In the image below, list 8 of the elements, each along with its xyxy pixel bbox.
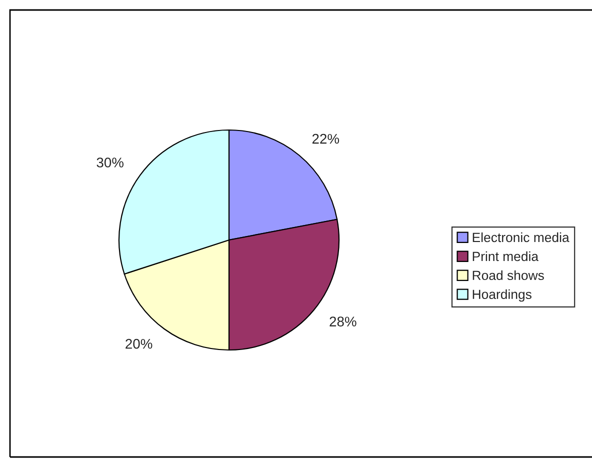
legend-label: Road shows bbox=[472, 270, 544, 280]
legend-label: Electronic media bbox=[472, 232, 570, 242]
data-label: 30% bbox=[96, 158, 124, 168]
legend-label: Print media bbox=[472, 251, 539, 262]
legend-label: Hoardings bbox=[472, 289, 532, 302]
data-label: 22% bbox=[312, 134, 340, 144]
data-label: 20% bbox=[126, 338, 152, 349]
data-label: 28% bbox=[330, 316, 356, 326]
